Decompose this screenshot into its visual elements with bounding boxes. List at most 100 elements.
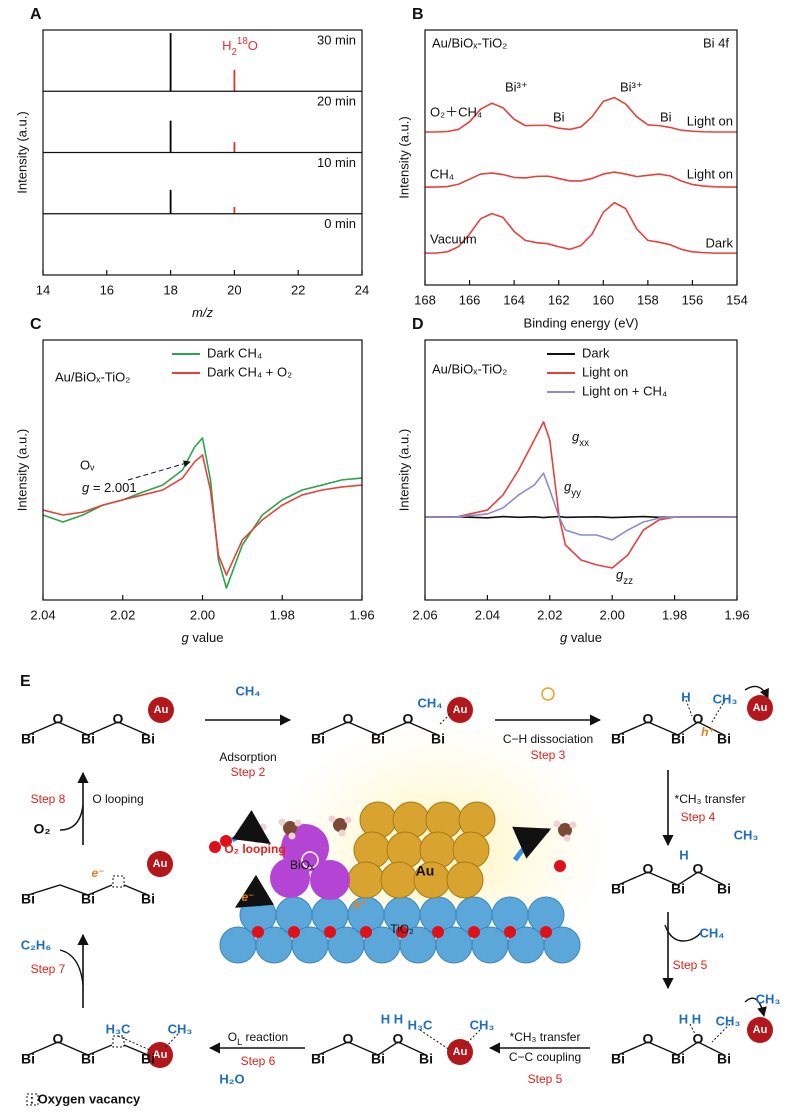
- annotation: gyy: [564, 479, 581, 499]
- scheme-text: Bi: [311, 731, 325, 747]
- scheme-text: CH₃: [716, 1013, 741, 1028]
- scheme-text: CH₃: [734, 827, 759, 842]
- scheme-text: Au: [453, 1046, 468, 1058]
- molecule-h: [278, 818, 286, 826]
- scheme-text: Au: [753, 702, 768, 714]
- scheme-text: Bi: [431, 731, 445, 747]
- legend-label: Light on: [582, 364, 628, 379]
- scheme-text: Bi: [419, 1051, 433, 1067]
- scheme-text: O: [53, 1031, 64, 1047]
- text-segment: value: [567, 630, 602, 645]
- text-segment: g: [572, 429, 580, 444]
- scheme-text: e⁻: [91, 866, 104, 880]
- series-line: [425, 421, 737, 569]
- bond: [317, 721, 439, 736]
- tio2-atom: [219, 926, 257, 964]
- scheme-text: Bi: [611, 1051, 625, 1067]
- au-badge: [747, 695, 773, 721]
- scheme-text: CH₄: [418, 695, 443, 710]
- oxygen-atom: [324, 926, 336, 938]
- annotation: Bi³⁺: [620, 79, 643, 94]
- scheme-text: h⁺: [353, 898, 367, 912]
- bond: [27, 721, 149, 736]
- scheme-text: Bi: [311, 1051, 325, 1067]
- molecule-h: [294, 819, 302, 827]
- biox: [270, 858, 310, 898]
- scheme-text: O: [643, 711, 654, 727]
- scheme-text: : Oxygen vacancy: [30, 1091, 141, 1106]
- text-segment: xx: [579, 438, 589, 449]
- x-tick-label: 18: [163, 282, 177, 297]
- scheme-text: Step 7: [31, 962, 66, 976]
- annotation: gxx: [572, 429, 589, 449]
- x-tick-label: 2.02: [110, 607, 135, 622]
- series-condition: Light on: [687, 113, 733, 128]
- scheme-text: O: [693, 861, 704, 877]
- oxygen-vacancy-key: [26, 1093, 39, 1106]
- x-tick-label: 14: [36, 282, 50, 297]
- chart-title: Au/BiOₓ-TiO₂: [55, 369, 130, 384]
- text-segment: O: [248, 38, 258, 53]
- scheme-text: O: [343, 1031, 354, 1047]
- legend-label: Dark: [582, 345, 610, 360]
- text-segment: O: [228, 1030, 237, 1044]
- bond: [27, 1041, 113, 1056]
- scheme-text: H H: [679, 1011, 701, 1026]
- tio2-atom: [543, 926, 581, 964]
- text-segment: H: [222, 38, 231, 53]
- x-tick-label: 164: [503, 292, 525, 307]
- scheme-text: Au: [416, 863, 435, 879]
- au-badge: [447, 1039, 473, 1065]
- dotted-bond: [419, 1029, 451, 1051]
- annotation: g = 2.001: [82, 480, 137, 495]
- au-badge: [447, 697, 473, 723]
- text-segment: g: [560, 630, 568, 645]
- x-tick-label: 160: [592, 292, 614, 307]
- scheme-text: O: [393, 1031, 404, 1047]
- oxygen-atom: [504, 926, 516, 938]
- x-axis-label: m/z: [192, 305, 213, 320]
- scheme-text: Au: [153, 1049, 168, 1061]
- curved-arrow: [664, 924, 703, 942]
- x-tick-label: 156: [682, 292, 704, 307]
- scheme-text: C−H dissociation: [503, 732, 593, 746]
- x-tick-label: 2.04: [30, 607, 55, 622]
- scheme-text: Step 2: [231, 765, 266, 779]
- scheme-text: Step 4: [681, 810, 716, 824]
- scheme-text: CH₃: [756, 991, 781, 1006]
- scheme-illustration: [209, 720, 610, 980]
- scheme-text: O: [693, 711, 704, 727]
- molecule-h: [338, 829, 346, 837]
- dotted-bond: [711, 699, 726, 723]
- scheme-text: Bi: [21, 891, 35, 907]
- dotted-bond: [685, 699, 693, 717]
- oxygen-atom: [432, 926, 444, 938]
- molecule-h: [553, 820, 561, 828]
- scheme-text: CH₃: [168, 1021, 193, 1036]
- au-badge: [148, 697, 174, 723]
- flow-arrow: [230, 809, 271, 845]
- scheme-text: TiO₂: [390, 922, 414, 936]
- series-condition: Dark: [706, 235, 734, 250]
- y-axis-label: Intensity (a.u.): [396, 116, 411, 198]
- scheme-text: Bi: [717, 731, 731, 747]
- series-line: [425, 96, 737, 133]
- annotation-arrow: [127, 460, 191, 481]
- bond: [123, 884, 149, 896]
- bond: [317, 1041, 427, 1056]
- x-tick-label: 158: [637, 292, 659, 307]
- x-axis-label: Binding energy (eV): [524, 315, 639, 330]
- scheme-text: Au: [154, 704, 169, 716]
- dotted-bond: [464, 1029, 481, 1046]
- x-tick-label: 24: [355, 282, 369, 297]
- scheme-text: Bi: [717, 1051, 731, 1067]
- scheme-text: Au: [153, 858, 168, 870]
- scheme-text: E: [20, 673, 31, 690]
- scheme-text: CH₄: [236, 683, 261, 698]
- panel-title: 10 min: [317, 155, 356, 170]
- text-segment: m/z: [192, 305, 213, 320]
- molecule-c: [283, 821, 297, 835]
- scheme-text: CH₃: [470, 1017, 495, 1032]
- panel-label: D: [412, 316, 424, 333]
- text-segment: g: [564, 479, 572, 494]
